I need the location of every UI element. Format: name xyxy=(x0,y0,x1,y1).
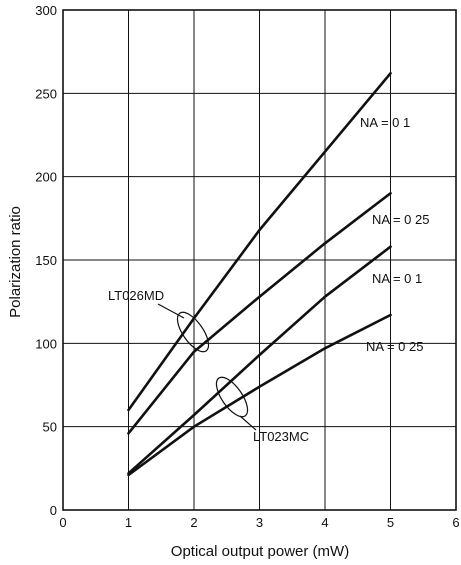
series-layer xyxy=(127,72,392,477)
label-lt023mc: LT023MC xyxy=(253,429,309,444)
x-tick-label: 2 xyxy=(190,515,197,530)
x-tick-label: 6 xyxy=(452,515,459,530)
leader-line-lt026md xyxy=(157,303,185,319)
y-tick-label: 100 xyxy=(35,336,57,351)
leader-line-lt023mc xyxy=(239,415,257,431)
annotation-na-01-lower: NA = 0 1 xyxy=(372,271,422,286)
annotation-na-025-lower: NA = 0 25 xyxy=(366,339,423,354)
annotation-na-025-upper: NA = 0 25 xyxy=(372,212,429,227)
series-line-4 xyxy=(127,313,392,477)
x-tick-label: 1 xyxy=(125,515,132,530)
y-tick-label: 150 xyxy=(35,253,57,268)
x-axis-title: Optical output power (mW) xyxy=(171,543,349,560)
y-axis-title: Polarization ratio xyxy=(7,206,24,318)
y-tick-label: 0 xyxy=(50,503,57,518)
group-ellipse-lt026md xyxy=(176,311,210,353)
grid-layer xyxy=(62,9,457,511)
series-line-1 xyxy=(127,72,392,412)
group-ellipse-lt023mc xyxy=(215,376,249,418)
x-tick-label: 3 xyxy=(256,515,263,530)
y-tick-label: 200 xyxy=(35,170,57,185)
series-line-2 xyxy=(127,192,392,435)
y-tick-label: 300 xyxy=(35,3,57,18)
tick-layer: 0 1 2 3 4 5 6 0 50 100 150 200 250 300 xyxy=(35,3,459,530)
y-tick-label: 50 xyxy=(43,420,57,435)
x-tick-label: 5 xyxy=(387,515,394,530)
x-tick-label: 0 xyxy=(59,515,66,530)
x-tick-label: 4 xyxy=(321,515,328,530)
y-tick-label: 250 xyxy=(35,86,57,101)
series-line-3 xyxy=(127,245,392,475)
label-lt026md: LT026MD xyxy=(108,288,164,303)
annotation-na-01-upper: NA = 0 1 xyxy=(360,115,410,130)
